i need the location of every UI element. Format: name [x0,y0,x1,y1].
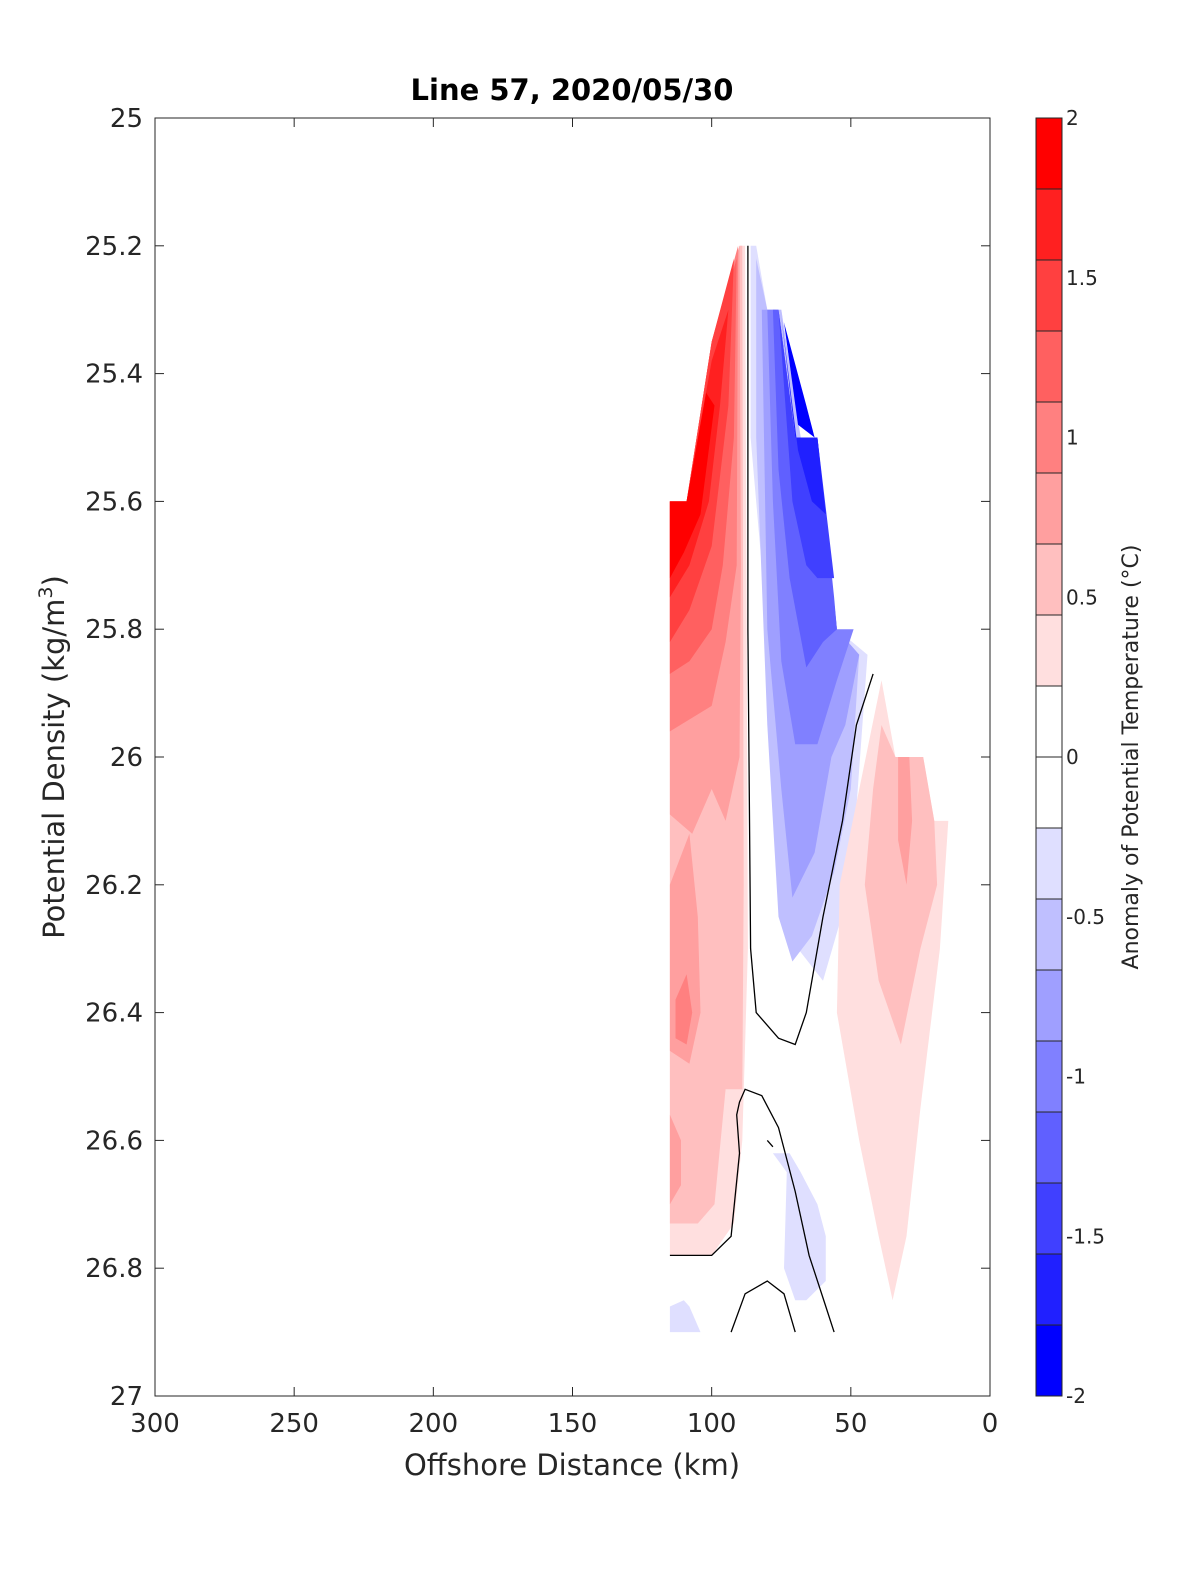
y-tick-label-9: 26.8 [85,1254,143,1284]
y-tick-label-4: 25.8 [85,615,143,645]
colorbar-swatch-6 [1036,544,1062,616]
colorbar-tick-label-5: -0.5 [1066,905,1105,929]
y-axis-label-close: ) [37,575,71,586]
x-axis-label: Offshore Distance (km) [404,1448,740,1482]
colorbar-swatch-7 [1036,615,1062,687]
y-axis-label-main: Potential Density (kg/m [37,599,71,939]
zero-contour-0 [747,245,874,1046]
colorbar-swatch-1 [1036,189,1062,261]
x-tick-label-3: 150 [548,1409,598,1439]
colorbar-tick-label-6: -1 [1066,1065,1086,1089]
y-axis-label: Potential Density (kg/m3) [35,575,71,939]
colorbar-swatch-4 [1036,402,1062,474]
x-tick-label-1: 250 [269,1409,319,1439]
zero-contour-lines [669,245,874,1333]
contour-fill-22 [772,1153,826,1301]
contour-fill-21 [898,757,913,885]
x-tick-label-5: 50 [834,1409,867,1439]
colorbar-swatch-17 [1036,1325,1062,1397]
colorbar-swatch-5 [1036,473,1062,545]
colorbar-tick-label-2: 1 [1066,426,1079,450]
colorbar-tick-label-0: 2 [1066,106,1079,130]
x-tick-label-6: 0 [982,1409,999,1439]
colorbar: 2 1.5 1 0.5 0 -0.5 -1 -1.5 -2 [1035,106,1105,1408]
colorbar-swatch-11 [1036,899,1062,971]
colorbar-swatch-8 [1036,686,1062,758]
colorbar-swatch-2 [1036,260,1062,332]
x-tick-label-0: 300 [130,1409,180,1439]
colorbar-tick-label-8: -2 [1066,1384,1086,1408]
colorbar-tick-label-1: 1.5 [1066,266,1098,290]
colorbar-frame [1035,117,1063,1397]
contour-fill-20 [864,725,938,1045]
colorbar-tick-label-3: 0.5 [1066,585,1098,609]
y-tick-label-8: 26.6 [85,1126,143,1156]
y-tick-label-0: 25 [110,104,143,134]
zero-contour-3 [766,1139,774,1148]
y-axis: 25 25.2 25.4 25.6 25.8 26 26.2 26.4 26.6 26.8 27 [85,104,990,1412]
zero-contour-1 [669,1088,835,1333]
chart-title: Line 57, 2020/05/30 [411,73,734,107]
contour-fill-17 [781,316,826,515]
y-tick-label-2: 25.4 [85,360,143,390]
x-tick-label-2: 200 [409,1409,459,1439]
y-tick-label-6: 26.2 [85,871,143,901]
zero-contour-2 [730,1280,796,1333]
colorbar-swatch-15 [1036,1183,1062,1255]
colorbar-tick-label-4: 0 [1066,745,1079,769]
colorbar-swatch-14 [1036,1112,1062,1184]
colorbar-label: Anomaly of Potential Temperature (°C) [1119,545,1144,970]
contour-fill-10 [669,1114,681,1205]
y-tick-label-1: 25.2 [85,232,143,262]
colorbar-tick-label-7: -1.5 [1066,1224,1105,1248]
y-tick-label-3: 25.6 [85,487,143,517]
y-tick-label-7: 26.4 [85,999,143,1029]
colorbar-swatch-12 [1036,970,1062,1042]
plot-area-frame [154,117,991,1397]
colorbar-swatch-3 [1036,331,1062,403]
x-tick-label-4: 100 [687,1409,737,1439]
colorbar-swatch-16 [1036,1254,1062,1326]
y-tick-label-10: 27 [110,1382,143,1412]
y-tick-label-5: 26 [110,743,143,773]
contour-fill-9 [675,974,693,1045]
x-axis: 300 250 200 150 100 50 0 [130,118,998,1439]
contour-fills [669,245,949,1333]
colorbar-swatch-0 [1036,118,1062,190]
contour-fill-23 [669,1300,701,1333]
colorbar-swatch-13 [1036,1041,1062,1113]
contour-fill-18 [784,322,815,438]
y-axis-label-superscript: 3 [35,586,57,598]
contour-fill-7 [669,392,715,579]
colorbar-swatch-10 [1036,828,1062,900]
colorbar-swatch-9 [1036,757,1062,829]
